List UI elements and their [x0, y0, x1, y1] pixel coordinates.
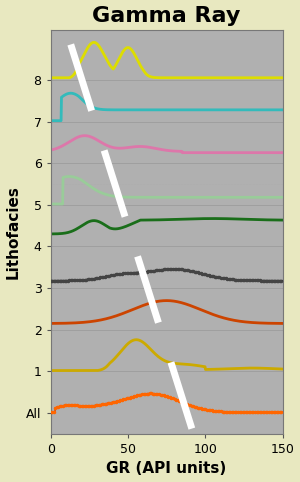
Y-axis label: Lithofacies: Lithofacies: [6, 185, 21, 279]
Title: Gamma Ray: Gamma Ray: [92, 6, 241, 26]
X-axis label: GR (API units): GR (API units): [106, 461, 227, 476]
